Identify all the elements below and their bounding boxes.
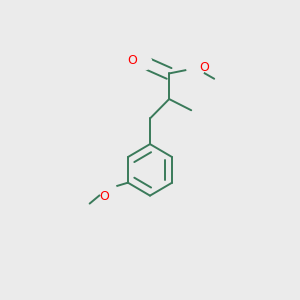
Text: O: O <box>99 190 109 203</box>
Circle shape <box>98 180 116 198</box>
Text: O: O <box>127 54 137 67</box>
Circle shape <box>134 53 152 70</box>
Circle shape <box>187 59 205 77</box>
Text: O: O <box>200 61 209 74</box>
